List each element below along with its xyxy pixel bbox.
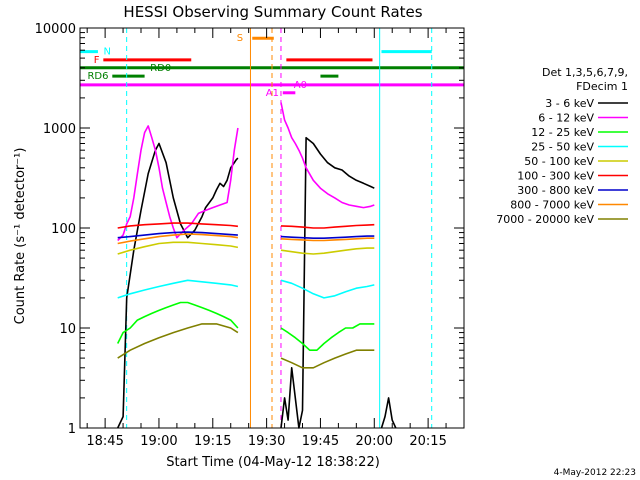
series-3-6-kev-part-2 (380, 397, 397, 429)
flag-label-n: N (104, 47, 111, 58)
y-axis-label: Count Rate (s⁻¹ detector⁻¹) (13, 148, 28, 325)
x-tick-label-3: 19:30 (248, 434, 285, 449)
x-tick-label-1: 19:00 (140, 434, 177, 449)
series-12-25-kev-part-1 (280, 323, 375, 352)
legend-label-3-6-kev: 3 - 6 keV (545, 97, 594, 110)
legend-label-800-7000-kev: 800 - 7000 keV (510, 199, 594, 212)
flag-label-rd6: RD6 (87, 71, 108, 82)
flag-label-f: F (94, 55, 100, 66)
flag-label-rd0: RD0 (150, 63, 171, 74)
series-100-300-kev-part-0 (117, 222, 238, 229)
series-100-300-kev-part-1 (280, 223, 375, 229)
series-300-800-kev-part-0 (117, 231, 238, 239)
series-300-800-kev-part-1 (280, 235, 375, 239)
legend-label-100-300-kev: 100 - 300 keV (517, 170, 594, 183)
y-tick-label-2: 100 (51, 222, 76, 237)
legend-header-line-2: FDecim 1 (576, 80, 628, 93)
series-800-7000-kev-part-1 (280, 237, 375, 242)
legend-label-50-100-kev: 50 - 100 keV (524, 155, 594, 168)
y-tick-label-3: 1000 (43, 122, 76, 137)
series-6-12-kev-part-1 (280, 102, 375, 209)
legend-header-line-1: Det 1,3,5,6,7,9, (542, 66, 628, 79)
series-3-6-kev-part-1 (280, 136, 375, 429)
x-tick-label-2: 19:15 (194, 434, 231, 449)
series-50-100-kev-part-1 (280, 247, 375, 255)
chart-title: HESSI Observing Summary Count Rates (123, 3, 422, 21)
x-tick-label-5: 20:00 (356, 434, 393, 449)
legend-label-12-25-kev: 12 - 25 keV (531, 126, 594, 139)
series-25-50-kev-part-1 (280, 279, 375, 299)
y-tick-label-1: 10 (59, 322, 76, 337)
series-12-25-kev-part-0 (116, 301, 239, 344)
series-25-50-kev-part-0 (117, 279, 239, 299)
x-axis-label: Start Time (04-May-12 18:38:22) (166, 455, 380, 470)
flag-label-a0: A0 (294, 80, 307, 91)
series-50-100-kev-part-0 (117, 241, 239, 255)
legend-label-7000-20000-kev: 7000 - 20000 keV (496, 213, 594, 226)
x-tick-label-0: 18:45 (86, 434, 123, 449)
series-7000-20000-kev-part-0 (117, 323, 239, 359)
legend-label-25-50-kev: 25 - 50 keV (531, 141, 594, 154)
y-tick-label-4: 10000 (35, 22, 76, 37)
series-800-7000-kev-part-0 (117, 233, 239, 245)
footer-timestamp: 4-May-2012 22:23 (554, 468, 636, 478)
series-6-12-kev-part-0 (117, 125, 239, 242)
legend-label-6-12-kev: 6 - 12 keV (538, 112, 594, 125)
series-7000-20000-kev-part-1 (280, 349, 375, 369)
flag-label-s: S (237, 33, 243, 44)
x-tick-label-4: 19:45 (302, 434, 339, 449)
legend-label-300-800-kev: 300 - 800 keV (517, 184, 594, 197)
x-tick-label-6: 20:15 (409, 434, 446, 449)
y-tick-label-0: 1 (68, 422, 76, 437)
axes: 18:45 19:00 19:15 19:30 19:45 20:00 20:15 1 10 10… (35, 22, 465, 449)
data-series (116, 102, 397, 429)
